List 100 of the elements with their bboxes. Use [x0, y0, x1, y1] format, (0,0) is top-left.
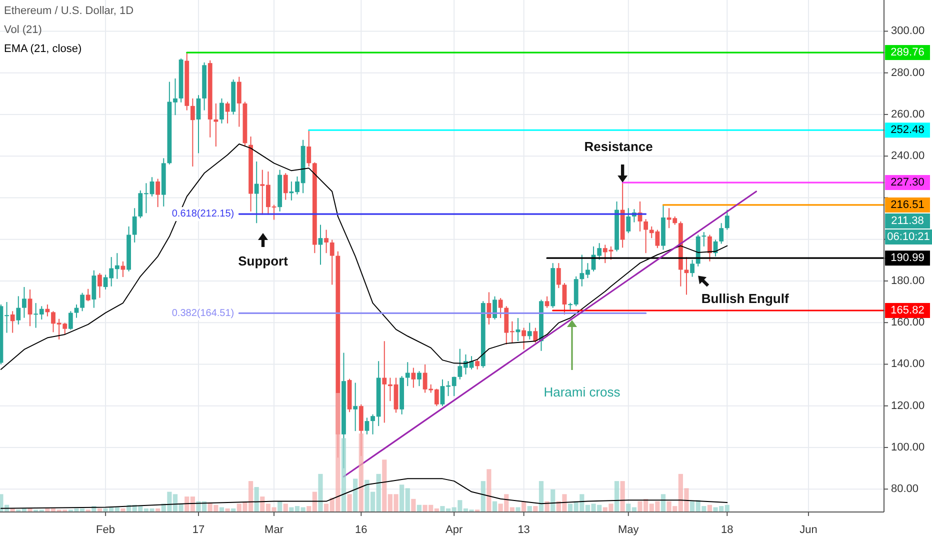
text: Vol (21) — [4, 24, 42, 36]
candlestick — [411, 367, 416, 388]
candlestick — [364, 417, 370, 435]
y-tick-label: 280.00 — [891, 66, 925, 79]
candlestick — [702, 232, 706, 247]
bar — [411, 498, 416, 512]
candlestick — [86, 288, 90, 302]
bar — [254, 487, 259, 512]
candlestick — [724, 209, 730, 230]
data-label: 216.51 — [890, 198, 924, 211]
candlestick — [214, 102, 218, 148]
candlestick — [522, 327, 526, 350]
annotation: Harami cross — [544, 384, 621, 400]
candlestick — [68, 310, 73, 330]
candlestick — [220, 98, 224, 124]
series-label: 0.618(212.15) — [172, 208, 234, 220]
candlestick — [92, 270, 96, 308]
bar — [347, 494, 352, 512]
candlestick — [527, 322, 532, 340]
y-tick-label: 120.00 — [891, 400, 925, 412]
x-tick-label: May — [618, 524, 640, 536]
candlestick — [74, 304, 79, 318]
bar — [620, 481, 625, 512]
candlestick — [556, 262, 561, 289]
bar — [550, 489, 556, 512]
data-label: 227.30 — [890, 176, 924, 188]
candlestick — [283, 172, 288, 200]
bar — [527, 506, 532, 512]
bar — [486, 469, 492, 512]
x-tick-label: Apr — [446, 524, 463, 536]
bar — [533, 506, 538, 512]
candlestick — [492, 296, 497, 320]
candlestick — [475, 358, 480, 370]
y-tick-label: 80.00 — [891, 483, 919, 496]
bar — [614, 481, 620, 512]
candlestick — [544, 296, 550, 308]
candlestick — [324, 229, 328, 254]
candlestick — [708, 234, 712, 262]
candlestick — [719, 222, 724, 244]
y-tick-label: 240.00 — [891, 150, 925, 162]
x-tick-label: Jun — [800, 524, 818, 536]
data-label: 252.48 — [890, 124, 924, 136]
bar — [318, 474, 323, 512]
candlestick — [684, 256, 689, 296]
x-tick-label: 16 — [355, 524, 368, 536]
bar — [219, 507, 224, 512]
candlestick — [156, 178, 160, 209]
bar — [283, 504, 288, 512]
x-tick-label: 17 — [192, 524, 205, 536]
candlestick — [353, 382, 358, 432]
data-label: 190.99 — [890, 252, 924, 264]
bar — [120, 508, 126, 512]
bar — [358, 433, 364, 512]
candlestick — [405, 362, 410, 387]
candlestick — [225, 101, 230, 124]
chart-title: Ethereum / U.S. Dollar, 1D — [4, 5, 134, 17]
bar — [538, 481, 544, 512]
bar — [480, 481, 486, 512]
candlestick — [644, 218, 648, 254]
y-tick-label: 160.00 — [891, 316, 925, 329]
candlestick — [28, 289, 32, 327]
candlestick — [330, 239, 334, 286]
candlestick — [382, 340, 387, 424]
y-tick-label: 180.00 — [891, 274, 925, 287]
y-tick-label: 140.00 — [891, 358, 925, 370]
data-label: 289.76 — [890, 46, 924, 58]
candlestick — [562, 282, 567, 315]
text: EMA (21, close) — [4, 43, 82, 55]
candlestick — [10, 310, 15, 334]
candlestick — [498, 298, 503, 319]
bar — [660, 494, 666, 512]
candlestick — [417, 370, 422, 387]
candlestick — [22, 286, 26, 318]
bar — [353, 478, 358, 512]
bar — [516, 507, 520, 512]
candlestick — [196, 94, 201, 154]
bar — [492, 501, 498, 512]
series-label: 0.382(164.51) — [172, 308, 234, 319]
candlestick — [45, 304, 50, 317]
candlestick — [533, 327, 538, 344]
annotation: Resistance — [584, 138, 653, 154]
text: 06:10:21 — [887, 230, 930, 243]
candlestick — [690, 259, 694, 278]
x-tick-label: 13 — [518, 524, 530, 536]
candlestick — [190, 98, 195, 168]
candlestick — [98, 272, 102, 298]
y-tick-label: 100.00 — [891, 441, 925, 454]
bar — [341, 438, 346, 512]
candlestick — [318, 224, 323, 266]
candlestick — [626, 208, 631, 234]
bar — [28, 508, 32, 512]
candlestick — [306, 130, 312, 168]
candlestick — [254, 161, 259, 224]
candlestick — [80, 292, 84, 312]
data-label: 165.82 — [890, 304, 924, 316]
bar — [225, 508, 230, 512]
annotation: Support — [238, 253, 289, 268]
x-tick-label: Mar — [264, 524, 284, 536]
candlestick — [236, 76, 242, 128]
y-tick-label: 260.00 — [891, 108, 925, 120]
